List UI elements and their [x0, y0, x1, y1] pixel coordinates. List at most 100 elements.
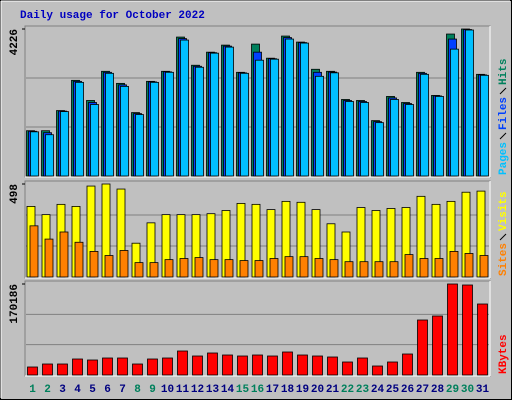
bar	[432, 315, 443, 376]
x-tick-label: 27	[416, 384, 429, 396]
bar	[267, 355, 278, 376]
bar	[210, 52, 219, 177]
x-tick-label: 26	[401, 384, 414, 396]
bar	[29, 225, 39, 278]
bar	[375, 122, 384, 177]
bar	[177, 350, 188, 376]
bar	[465, 29, 474, 177]
bar	[45, 134, 54, 177]
x-tick-label: 6	[104, 384, 111, 396]
bar	[345, 101, 354, 177]
bar	[479, 255, 489, 278]
x-tick-label: 14	[221, 384, 235, 396]
bar	[420, 73, 429, 177]
legend-separator	[499, 233, 507, 241]
bar	[417, 319, 428, 376]
x-tick-label: 10	[161, 384, 174, 396]
bar	[222, 354, 233, 376]
bar	[105, 72, 114, 177]
bar	[150, 81, 159, 177]
bar	[252, 354, 263, 376]
bar	[434, 258, 444, 278]
chart-title: Daily usage for October 2022	[20, 10, 205, 22]
bar	[300, 42, 309, 177]
x-tick-label: 29	[446, 384, 459, 396]
x-tick-label: 1	[29, 384, 36, 396]
x-tick-label: 7	[119, 384, 126, 396]
legend-entry: Visits	[498, 191, 510, 231]
bar	[327, 356, 338, 376]
bar	[147, 358, 158, 376]
bar	[237, 355, 248, 376]
legend-separator	[499, 132, 507, 140]
legend-entry: Sites	[498, 243, 510, 276]
bar	[254, 260, 264, 278]
x-tick-label: 22	[341, 384, 354, 396]
x-tick-label: 24	[371, 384, 385, 396]
bar	[344, 261, 354, 278]
x-tick-label: 9	[149, 384, 156, 396]
bar	[60, 111, 69, 177]
x-tick-label: 11	[176, 384, 190, 396]
bar	[162, 357, 173, 376]
bar	[477, 303, 488, 376]
bar	[119, 250, 129, 278]
bar	[75, 81, 84, 177]
bar	[89, 251, 99, 278]
bar	[405, 104, 414, 177]
bar	[165, 71, 174, 177]
bar	[357, 357, 368, 376]
bar	[447, 283, 458, 376]
bar	[42, 363, 53, 376]
bar	[390, 99, 399, 177]
x-tick-label: 28	[431, 384, 445, 396]
bar	[284, 256, 294, 278]
bar	[389, 261, 399, 278]
x-tick-label: 30	[461, 384, 474, 396]
bar	[134, 262, 144, 278]
bar	[342, 361, 353, 376]
y-tick-label: 4226	[9, 29, 21, 55]
x-tick-label: 4	[74, 384, 81, 396]
bar	[285, 38, 294, 177]
bar	[270, 58, 279, 177]
x-tick-label: 13	[206, 384, 220, 396]
bar	[419, 258, 429, 278]
x-tick-label: 3	[59, 384, 66, 396]
bar	[240, 72, 249, 177]
bar	[192, 355, 203, 376]
x-tick-label: 5	[89, 384, 96, 396]
bar	[435, 96, 444, 177]
bar	[299, 256, 309, 278]
bar	[30, 131, 39, 177]
bar	[120, 85, 129, 177]
x-tick-label: 18	[281, 384, 295, 396]
bar	[374, 261, 384, 278]
bar	[90, 104, 99, 177]
bar	[372, 365, 383, 376]
bar	[195, 66, 204, 177]
x-tick-label: 21	[326, 384, 340, 396]
bar	[225, 46, 234, 177]
x-tick-label: 25	[386, 384, 400, 396]
x-tick-label: 31	[476, 384, 490, 396]
bar	[239, 260, 249, 278]
bar	[449, 251, 459, 278]
bar	[359, 261, 369, 278]
bar	[135, 114, 144, 177]
bar	[360, 102, 369, 177]
bar	[282, 351, 293, 376]
y-tick-label: 170186	[9, 284, 21, 324]
bar	[269, 258, 279, 278]
legend-entry: Files	[498, 97, 510, 130]
x-tick-label: 12	[191, 384, 204, 396]
bar	[315, 75, 324, 177]
y-tick-label: 498	[9, 184, 21, 204]
legend-entry: Hits	[498, 59, 510, 85]
x-tick-label: 8	[134, 384, 141, 396]
bar	[402, 353, 413, 376]
bar	[462, 284, 473, 376]
bar	[104, 255, 114, 278]
x-tick-label: 2	[44, 384, 51, 396]
bar	[450, 48, 459, 177]
